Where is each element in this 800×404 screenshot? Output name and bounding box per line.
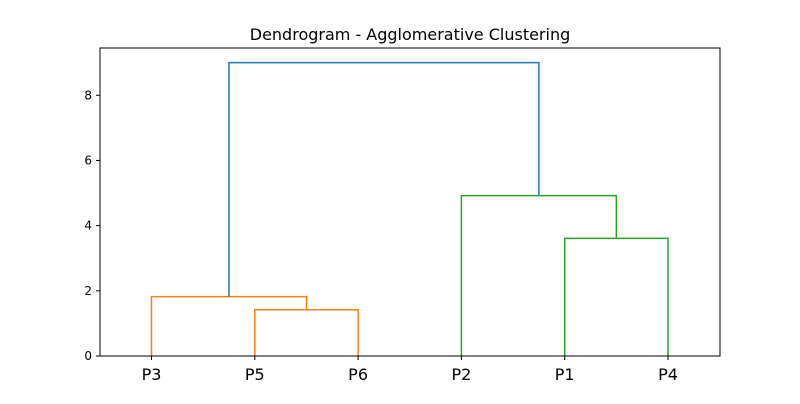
leaf-label-p3: P3 [142, 365, 162, 384]
leaf-label-p4: P4 [658, 365, 678, 384]
dendrogram-link-3 [563, 237, 669, 356]
y-tick-label: 8 [84, 88, 92, 102]
leaf-label-p5: P5 [245, 365, 265, 384]
dendrogram-link-1 [254, 308, 359, 356]
leaf-label-p1: P1 [555, 365, 575, 384]
y-tick-label: 4 [84, 219, 92, 233]
dendrogram-link-5 [228, 61, 540, 297]
leaf-label-p6: P6 [348, 365, 368, 384]
y-tick-label: 2 [84, 284, 92, 298]
dendrogram-link-4 [460, 194, 618, 356]
dendrogram-link-2 [150, 295, 308, 356]
y-axis: 0 2 4 6 8 [84, 88, 100, 363]
chart-title: Dendrogram - Agglomerative Clustering [250, 25, 571, 44]
leaf-label-p2: P2 [451, 365, 471, 384]
y-tick-label: 0 [84, 349, 92, 363]
dendrogram-links [150, 61, 669, 356]
y-tick-label: 6 [84, 153, 92, 167]
x-axis: P3 P5 P6 P2 P1 P4 [142, 356, 678, 384]
plot-frame [99, 47, 721, 357]
